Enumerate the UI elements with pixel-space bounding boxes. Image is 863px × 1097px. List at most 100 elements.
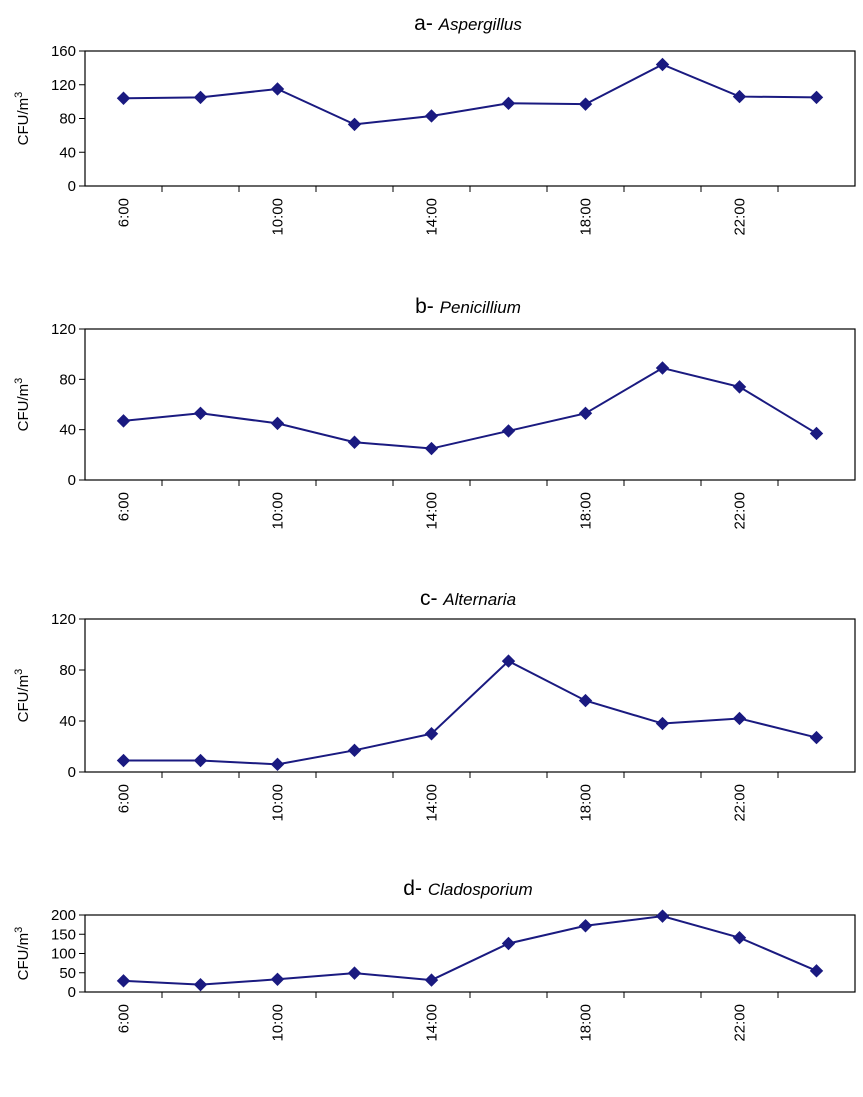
x-tick-label: 14:00: [424, 492, 441, 530]
data-point-marker: [732, 380, 747, 394]
y-tick-label: 120: [51, 321, 76, 338]
data-point-marker: [578, 919, 593, 933]
chart-title-genus: Aspergillus: [438, 15, 523, 34]
chart-title-prefix: a-: [414, 12, 439, 35]
chart-title-genus: Alternaria: [442, 590, 516, 609]
data-point-marker: [732, 89, 747, 104]
x-tick-label: 10:00: [270, 1004, 287, 1042]
data-point-marker: [347, 743, 362, 758]
x-tick-label: 14:00: [424, 784, 441, 822]
series-line: [123, 915, 817, 986]
data-point-marker: [270, 82, 285, 96]
data-point-marker: [347, 117, 362, 132]
chart-title: c- Alternaria: [420, 587, 516, 610]
chart-title-prefix: c-: [420, 587, 443, 610]
y-tick-label: 160: [51, 43, 76, 60]
data-point-marker: [116, 753, 131, 768]
data-point-marker: [655, 361, 670, 375]
plot-area-frame: [84, 50, 856, 187]
data-point-marker: [116, 414, 131, 428]
data-point-marker: [809, 730, 824, 745]
chart-title: a- Aspergillus: [414, 12, 522, 35]
y-tick-label: 40: [59, 422, 76, 439]
y-tick-label: 80: [59, 662, 76, 679]
chart-title-prefix: d-: [403, 877, 428, 900]
data-point-marker: [578, 97, 593, 111]
data-point-marker: [655, 57, 670, 72]
chart-title-prefix: b-: [415, 295, 440, 318]
y-axis-label-text: CFU/m: [15, 384, 32, 432]
chart-panel-3: c- Alternaria 0 40 80 120 6:00 10:00 14:00 18:00…: [13, 587, 856, 822]
data-point-marker: [193, 90, 208, 105]
data-point-marker: [116, 91, 131, 105]
chart-title-genus: Penicillium: [440, 298, 521, 317]
y-axis-label: CFU/m3: [13, 927, 32, 981]
data-point-marker: [809, 964, 824, 978]
y-tick-label: 0: [68, 764, 76, 781]
data-point-marker: [193, 977, 208, 992]
x-tick-label: 14:00: [424, 198, 441, 236]
data-point-marker: [116, 974, 131, 988]
y-axis-label: CFU/m3: [13, 378, 32, 432]
y-axis-label-text: CFU/m: [15, 675, 32, 723]
data-point-marker: [732, 931, 747, 945]
data-point-marker: [347, 435, 362, 449]
x-tick-label: 10:00: [270, 198, 287, 236]
x-tick-label: 22:00: [732, 492, 749, 530]
y-tick-label: 0: [68, 178, 76, 195]
x-tick-label: 18:00: [578, 492, 595, 530]
data-point-marker: [809, 90, 824, 105]
data-point-marker: [809, 426, 824, 441]
x-tick-label: 18:00: [578, 198, 595, 236]
x-tick-label: 18:00: [578, 784, 595, 822]
data-point-marker: [501, 424, 516, 438]
data-point-marker: [501, 96, 516, 111]
x-tick-label: 6:00: [116, 784, 133, 813]
x-tick-label: 22:00: [732, 1004, 749, 1042]
y-axis-label-superscript: 3: [13, 927, 25, 933]
y-tick-label: 150: [51, 926, 76, 943]
x-tick-label: 18:00: [578, 1004, 595, 1042]
chart-panel-1: a- Aspergillus 0 40 80 120 160 6:00 10:00 14:00 1…: [13, 12, 856, 236]
x-tick-label: 6:00: [116, 1004, 133, 1033]
chart-panel-4: d- Cladosporium 0 50 100 150 200 6:00 10:00 14:0…: [13, 877, 856, 1042]
data-point-marker: [270, 757, 285, 772]
y-axis-label-text: CFU/m: [15, 98, 32, 146]
data-point-marker: [501, 936, 516, 951]
data-point-marker: [270, 972, 285, 987]
x-tick-label: 10:00: [270, 784, 287, 822]
x-tick-label: 22:00: [732, 198, 749, 236]
y-tick-label: 0: [68, 472, 76, 489]
data-point-marker: [732, 711, 747, 726]
data-point-marker: [424, 109, 439, 123]
y-axis-label: CFU/m3: [13, 92, 32, 146]
series-line: [123, 63, 817, 126]
data-point-marker: [578, 693, 593, 708]
data-point-marker: [578, 406, 593, 421]
chart-title-genus: Cladosporium: [428, 880, 533, 899]
y-tick-label: 120: [51, 77, 76, 94]
data-point-marker: [501, 654, 516, 668]
y-tick-label: 200: [51, 907, 76, 924]
y-tick-label: 0: [68, 984, 76, 1001]
y-axis-label-superscript: 3: [13, 92, 25, 98]
series-line: [123, 659, 817, 766]
x-tick-label: 6:00: [116, 198, 133, 227]
y-tick-label: 50: [59, 965, 76, 982]
y-tick-label: 120: [51, 611, 76, 628]
y-tick-label: 40: [59, 144, 76, 161]
data-point-marker: [655, 716, 670, 731]
y-tick-label: 80: [59, 111, 76, 128]
x-tick-label: 10:00: [270, 492, 287, 530]
data-point-marker: [347, 966, 362, 980]
y-axis-label-text: CFU/m: [15, 933, 32, 981]
y-axis-label-superscript: 3: [13, 669, 25, 675]
chart-panel-2: b- Penicillium 0 40 80 120 6:00 10:00 14:00 18:0…: [13, 295, 856, 530]
series-line: [123, 366, 818, 450]
data-point-marker: [424, 441, 439, 456]
chart-title: b- Penicillium: [415, 295, 521, 318]
data-point-marker: [270, 416, 285, 431]
y-axis-label: CFU/m3: [13, 669, 32, 723]
data-point-marker: [424, 973, 439, 987]
